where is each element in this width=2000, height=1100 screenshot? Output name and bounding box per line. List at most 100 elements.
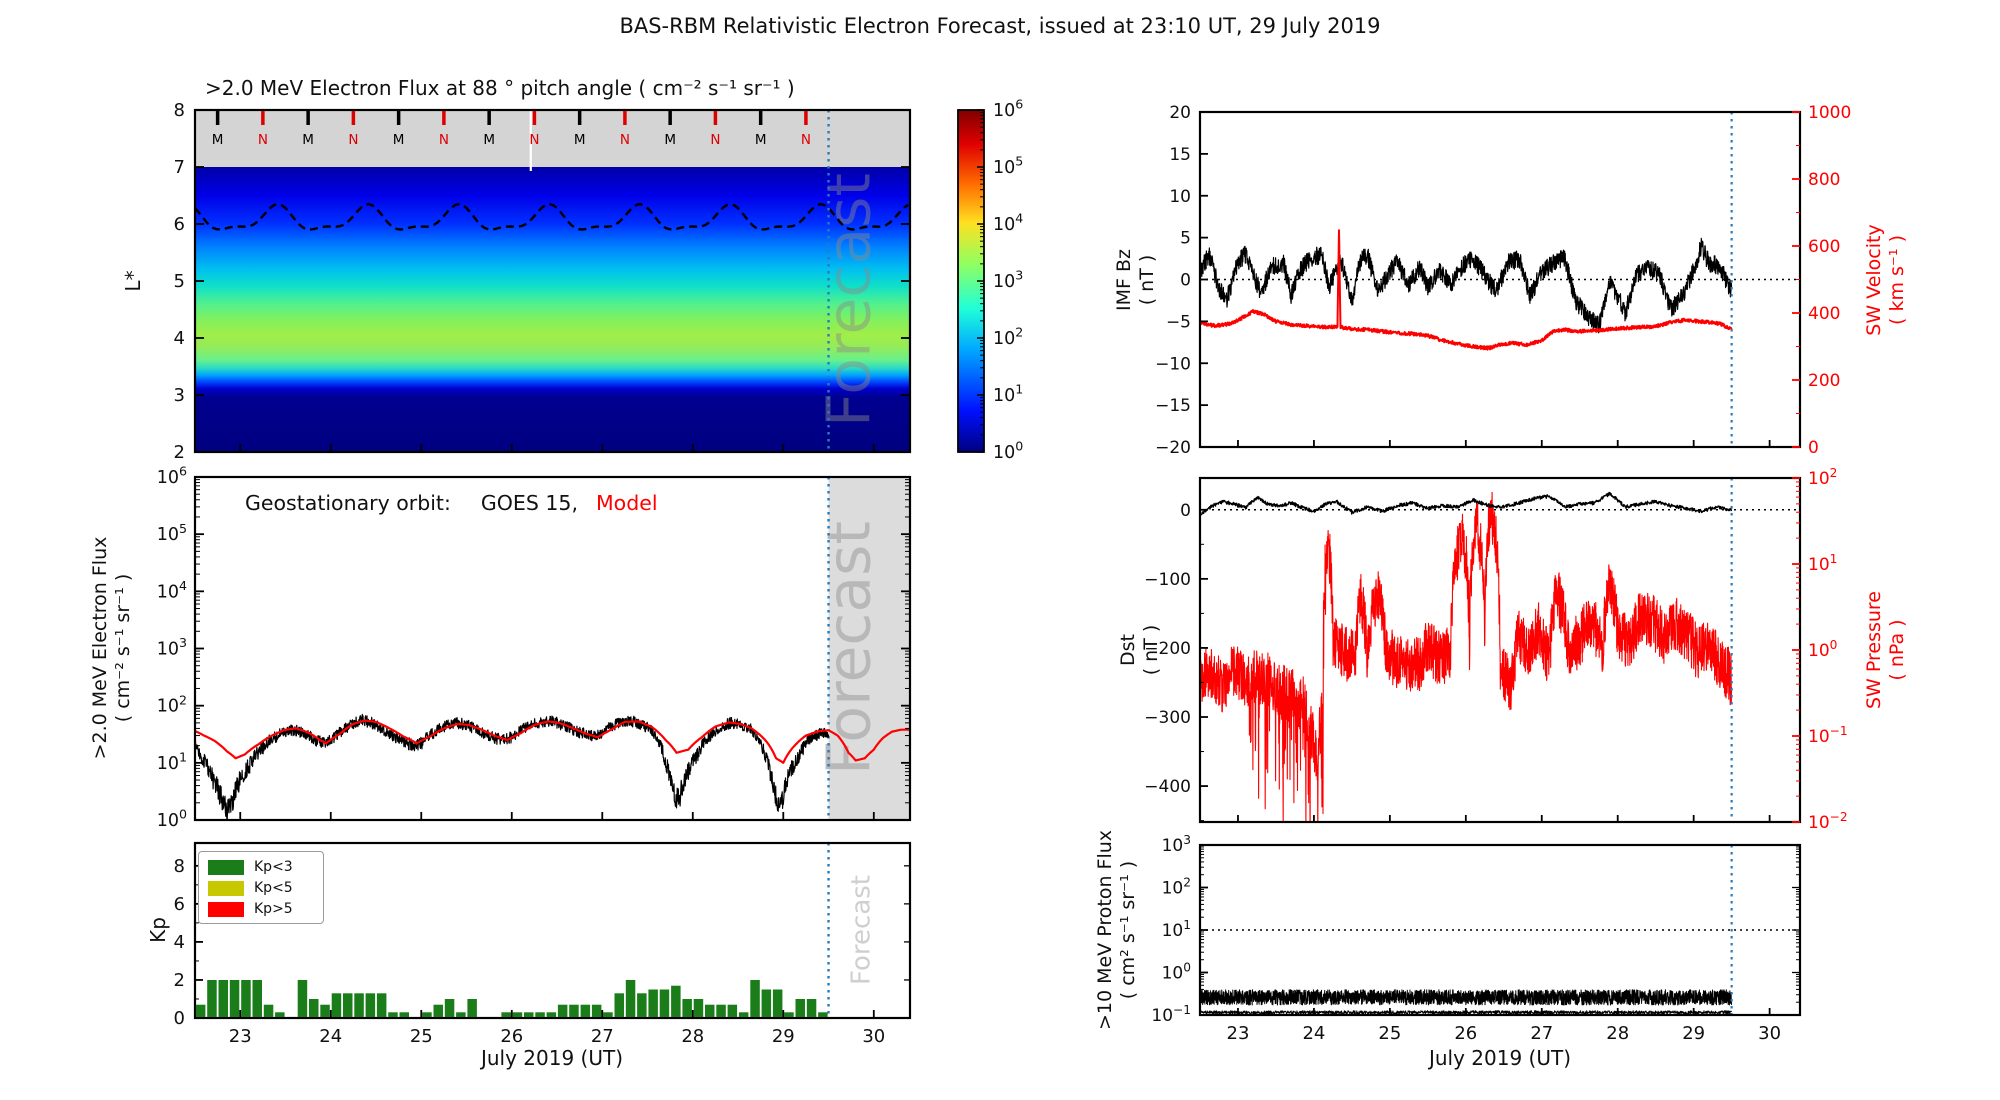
svg-text:104: 104 — [157, 578, 187, 602]
svg-text:3: 3 — [174, 385, 185, 406]
imf-bz-ylabel-line2: ( nT ) — [1136, 254, 1158, 306]
svg-text:N: N — [348, 132, 358, 148]
svg-text:24: 24 — [319, 1026, 342, 1047]
svg-text:N: N — [529, 132, 539, 148]
kp-legend: Kp<3 Kp<5 Kp>5 — [198, 851, 324, 924]
goes-label: GOES 15, — [480, 491, 578, 515]
svg-text:106: 106 — [993, 97, 1023, 121]
svg-text:102: 102 — [1808, 466, 1837, 489]
svg-text:N: N — [439, 132, 449, 148]
kp-panel: Forecast — [193, 841, 912, 1020]
svg-text:102: 102 — [157, 692, 187, 716]
svg-text:−15: −15 — [1155, 396, 1191, 416]
svg-text:7: 7 — [174, 157, 185, 178]
flux-series — [196, 713, 909, 819]
svg-text:100: 100 — [1808, 638, 1837, 661]
svg-text:N: N — [710, 132, 720, 148]
svg-text:26: 26 — [1454, 1023, 1477, 1044]
svg-text:100: 100 — [993, 439, 1023, 463]
dst-ylabel: Dst ( nT ) — [1117, 625, 1163, 676]
svg-text:103: 103 — [1162, 833, 1191, 856]
heatmap-axes: 2 3 4 5 6 7 8 — [174, 100, 910, 463]
kp-low-label: Kp<3 — [254, 859, 293, 875]
svg-text:−5: −5 — [1166, 312, 1191, 332]
svg-text:800: 800 — [1808, 170, 1840, 190]
proton-ylabel: >10 MeV Proton Flux ( cm² s⁻¹ sr⁻¹ ) — [1094, 830, 1140, 1030]
svg-text:−400: −400 — [1144, 777, 1191, 797]
svg-text:105: 105 — [993, 154, 1023, 178]
svg-text:0: 0 — [1180, 271, 1191, 291]
sw-velocity-ylabel: SW Velocity ( km s⁻¹ ) — [1863, 224, 1909, 335]
svg-text:27: 27 — [1530, 1023, 1553, 1044]
svg-text:23: 23 — [229, 1026, 252, 1047]
imf-velocity-panel — [1198, 110, 1802, 449]
dst-pressure-series — [1201, 491, 1733, 821]
svg-text:23: 23 — [1227, 1023, 1250, 1044]
proton-xlabel: July 2019 (UT) — [1428, 1046, 1572, 1070]
svg-text:0: 0 — [1808, 438, 1819, 458]
flux-ylabel: >2.0 MeV Electron Flux ( cm⁻² s⁻¹ sr⁻¹ ) — [89, 537, 135, 760]
svg-text:29: 29 — [772, 1026, 795, 1047]
svg-text:600: 600 — [1808, 237, 1840, 257]
svg-text:8: 8 — [174, 100, 185, 121]
sw-pressure-ylabel: SW Pressure ( nPa ) — [1863, 591, 1909, 709]
svg-text:−20: −20 — [1155, 438, 1191, 458]
legend-item-kp-low: Kp<3 — [208, 859, 315, 875]
heatmap-panel: Forecast — [193, 108, 912, 454]
svg-text:M: M — [755, 132, 767, 148]
sw-pressure-ylabel-line1: SW Pressure — [1862, 590, 1885, 710]
svg-text:4: 4 — [174, 328, 185, 349]
svg-text:−200: −200 — [1144, 639, 1191, 659]
forecast-watermark: Forecast — [846, 875, 876, 985]
svg-text:6: 6 — [174, 214, 185, 235]
electron-flux-panel: Forecast — [193, 475, 912, 822]
heatmap-ylabel: L* — [121, 270, 145, 292]
svg-text:104: 104 — [993, 211, 1023, 235]
dst-pressure-panel — [1198, 476, 1802, 824]
kp-high-label: Kp>5 — [254, 901, 293, 917]
svg-text:103: 103 — [993, 268, 1023, 292]
svg-text:N: N — [258, 132, 268, 148]
svg-text:28: 28 — [681, 1026, 704, 1047]
svg-text:101: 101 — [157, 750, 187, 774]
kp-mid-swatch — [208, 880, 244, 896]
svg-text:27: 27 — [591, 1026, 614, 1047]
svg-text:100: 100 — [1162, 960, 1191, 983]
svg-text:30: 30 — [1758, 1023, 1781, 1044]
svg-text:25: 25 — [410, 1026, 433, 1047]
svg-text:10−1: 10−1 — [1808, 724, 1848, 747]
kp-bars — [195, 980, 828, 1017]
colorbar: 100 101 102 103 104 105 106 — [957, 97, 1023, 463]
flux-ylabel-line1: >2.0 MeV Electron Flux — [88, 536, 111, 760]
kp-xlabel: July 2019 (UT) — [480, 1046, 624, 1070]
svg-text:10−2: 10−2 — [1808, 810, 1848, 833]
proton-ylabel-line1: >10 MeV Proton Flux — [1093, 829, 1116, 1031]
kp-high-swatch — [208, 901, 244, 917]
svg-text:106: 106 — [157, 464, 187, 488]
svg-text:200: 200 — [1808, 371, 1840, 391]
svg-text:M: M — [483, 132, 495, 148]
svg-text:2: 2 — [174, 970, 185, 991]
svg-text:28: 28 — [1606, 1023, 1629, 1044]
kp-mid-label: Kp<5 — [254, 880, 293, 896]
svg-text:102: 102 — [1162, 875, 1191, 898]
sw-velocity-ylabel-line2: ( km s⁻¹ ) — [1886, 235, 1908, 326]
svg-text:10: 10 — [1169, 187, 1191, 207]
sw-velocity-ylabel-line1: SW Velocity — [1862, 224, 1885, 336]
svg-text:15: 15 — [1169, 145, 1191, 165]
svg-text:−10: −10 — [1155, 354, 1191, 374]
svg-text:105: 105 — [157, 521, 187, 545]
svg-text:M: M — [393, 132, 405, 148]
flux-annotation: Geostationary orbit: GOES 15, Model — [245, 491, 658, 515]
imf-bz-ylabel: IMF Bz ( nT ) — [1113, 249, 1159, 311]
flux-ylabel-line2: ( cm⁻² s⁻¹ sr⁻¹ ) — [112, 573, 134, 723]
geo-orbit-label: Geostationary orbit: — [245, 491, 451, 515]
svg-text:−300: −300 — [1144, 708, 1191, 728]
svg-text:400: 400 — [1808, 304, 1840, 324]
kp-low-swatch — [208, 859, 244, 875]
kp-ylabel: Kp — [146, 917, 170, 943]
svg-text:N: N — [801, 132, 811, 148]
flux-axes: 100 101 102 103 104 105 106 — [157, 464, 910, 831]
